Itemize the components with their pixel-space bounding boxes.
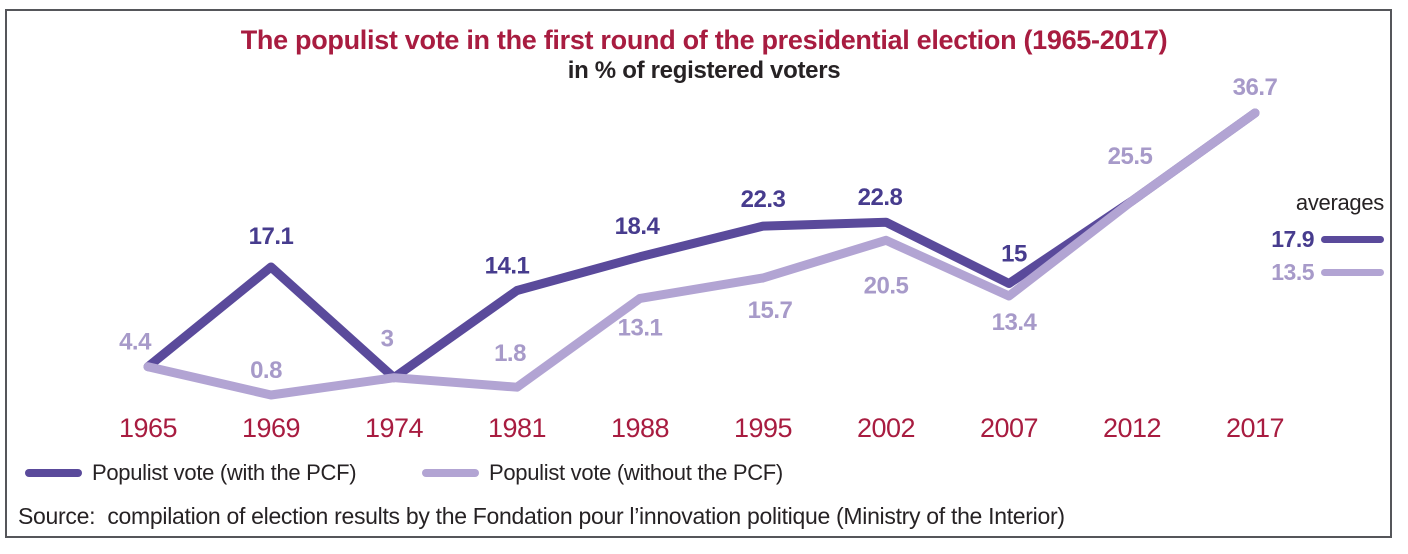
legend-swatch-with-pcf (25, 469, 82, 477)
average-value-without-pcf: 13.5 (1271, 259, 1314, 285)
average-swatch-without-pcf (1321, 269, 1384, 276)
legend-label-without-pcf: Populist vote (without the PCF) (489, 460, 783, 485)
averages-label: averages (1295, 190, 1384, 215)
year-label: 1988 (611, 413, 669, 443)
value-label-with-pcf: 17.1 (249, 223, 294, 250)
value-label-shared: 36.7 (1233, 74, 1278, 101)
chart-subtitle: in % of registered voters (567, 56, 841, 84)
year-label: 1969 (242, 413, 300, 443)
legend-item-without-pcf: Populist vote (without the PCF) (422, 460, 783, 486)
year-label: 2007 (980, 413, 1038, 443)
source-note: Source: compilation of election results … (18, 503, 1065, 529)
line-with-pcf (143, 108, 1260, 383)
average-row-without-pcf: 13.5 (1271, 256, 1384, 289)
line-without-pcf (143, 108, 1260, 400)
value-label-with-pcf: 14.1 (485, 253, 530, 280)
value-label-without-pcf: 20.5 (864, 272, 909, 299)
year-label: 2002 (857, 413, 915, 443)
legend-swatch-without-pcf (422, 469, 479, 477)
average-row-with-pcf: 17.9 (1271, 223, 1384, 256)
year-label: 1981 (488, 413, 546, 443)
value-label-with-pcf: 22.8 (858, 184, 903, 211)
average-swatch-with-pcf (1321, 236, 1384, 243)
average-value-with-pcf: 17.9 (1271, 226, 1314, 252)
value-label-without-pcf: 0.8 (250, 357, 282, 384)
value-label-without-pcf: 15.7 (748, 297, 793, 324)
year-label: 2017 (1226, 413, 1284, 443)
legend-item-with-pcf: Populist vote (with the PCF) (25, 460, 357, 486)
averages-block: averages 17.9 13.5 (1271, 190, 1384, 289)
value-label-with-pcf: 15 (1001, 241, 1027, 268)
year-label: 1974 (365, 413, 424, 443)
value-label-with-pcf: 22.3 (741, 186, 786, 213)
value-label-shared: 3 (381, 326, 394, 353)
value-label-shared: 4.4 (119, 329, 152, 356)
value-label-shared: 25.5 (1108, 143, 1153, 170)
value-label-without-pcf: 13.1 (618, 314, 663, 341)
value-label-without-pcf: 1.8 (494, 340, 526, 367)
chart-title-block: The populist vote in the first round of … (0, 25, 1408, 85)
value-label-with-pcf: 18.4 (615, 213, 661, 240)
year-label: 1995 (734, 413, 792, 443)
chart-title: The populist vote in the first round of … (240, 25, 1168, 55)
value-label-without-pcf: 13.4 (992, 309, 1038, 336)
year-label: 1965 (119, 413, 177, 443)
legend-label-with-pcf: Populist vote (with the PCF) (92, 460, 357, 485)
year-label: 2012 (1103, 413, 1161, 443)
